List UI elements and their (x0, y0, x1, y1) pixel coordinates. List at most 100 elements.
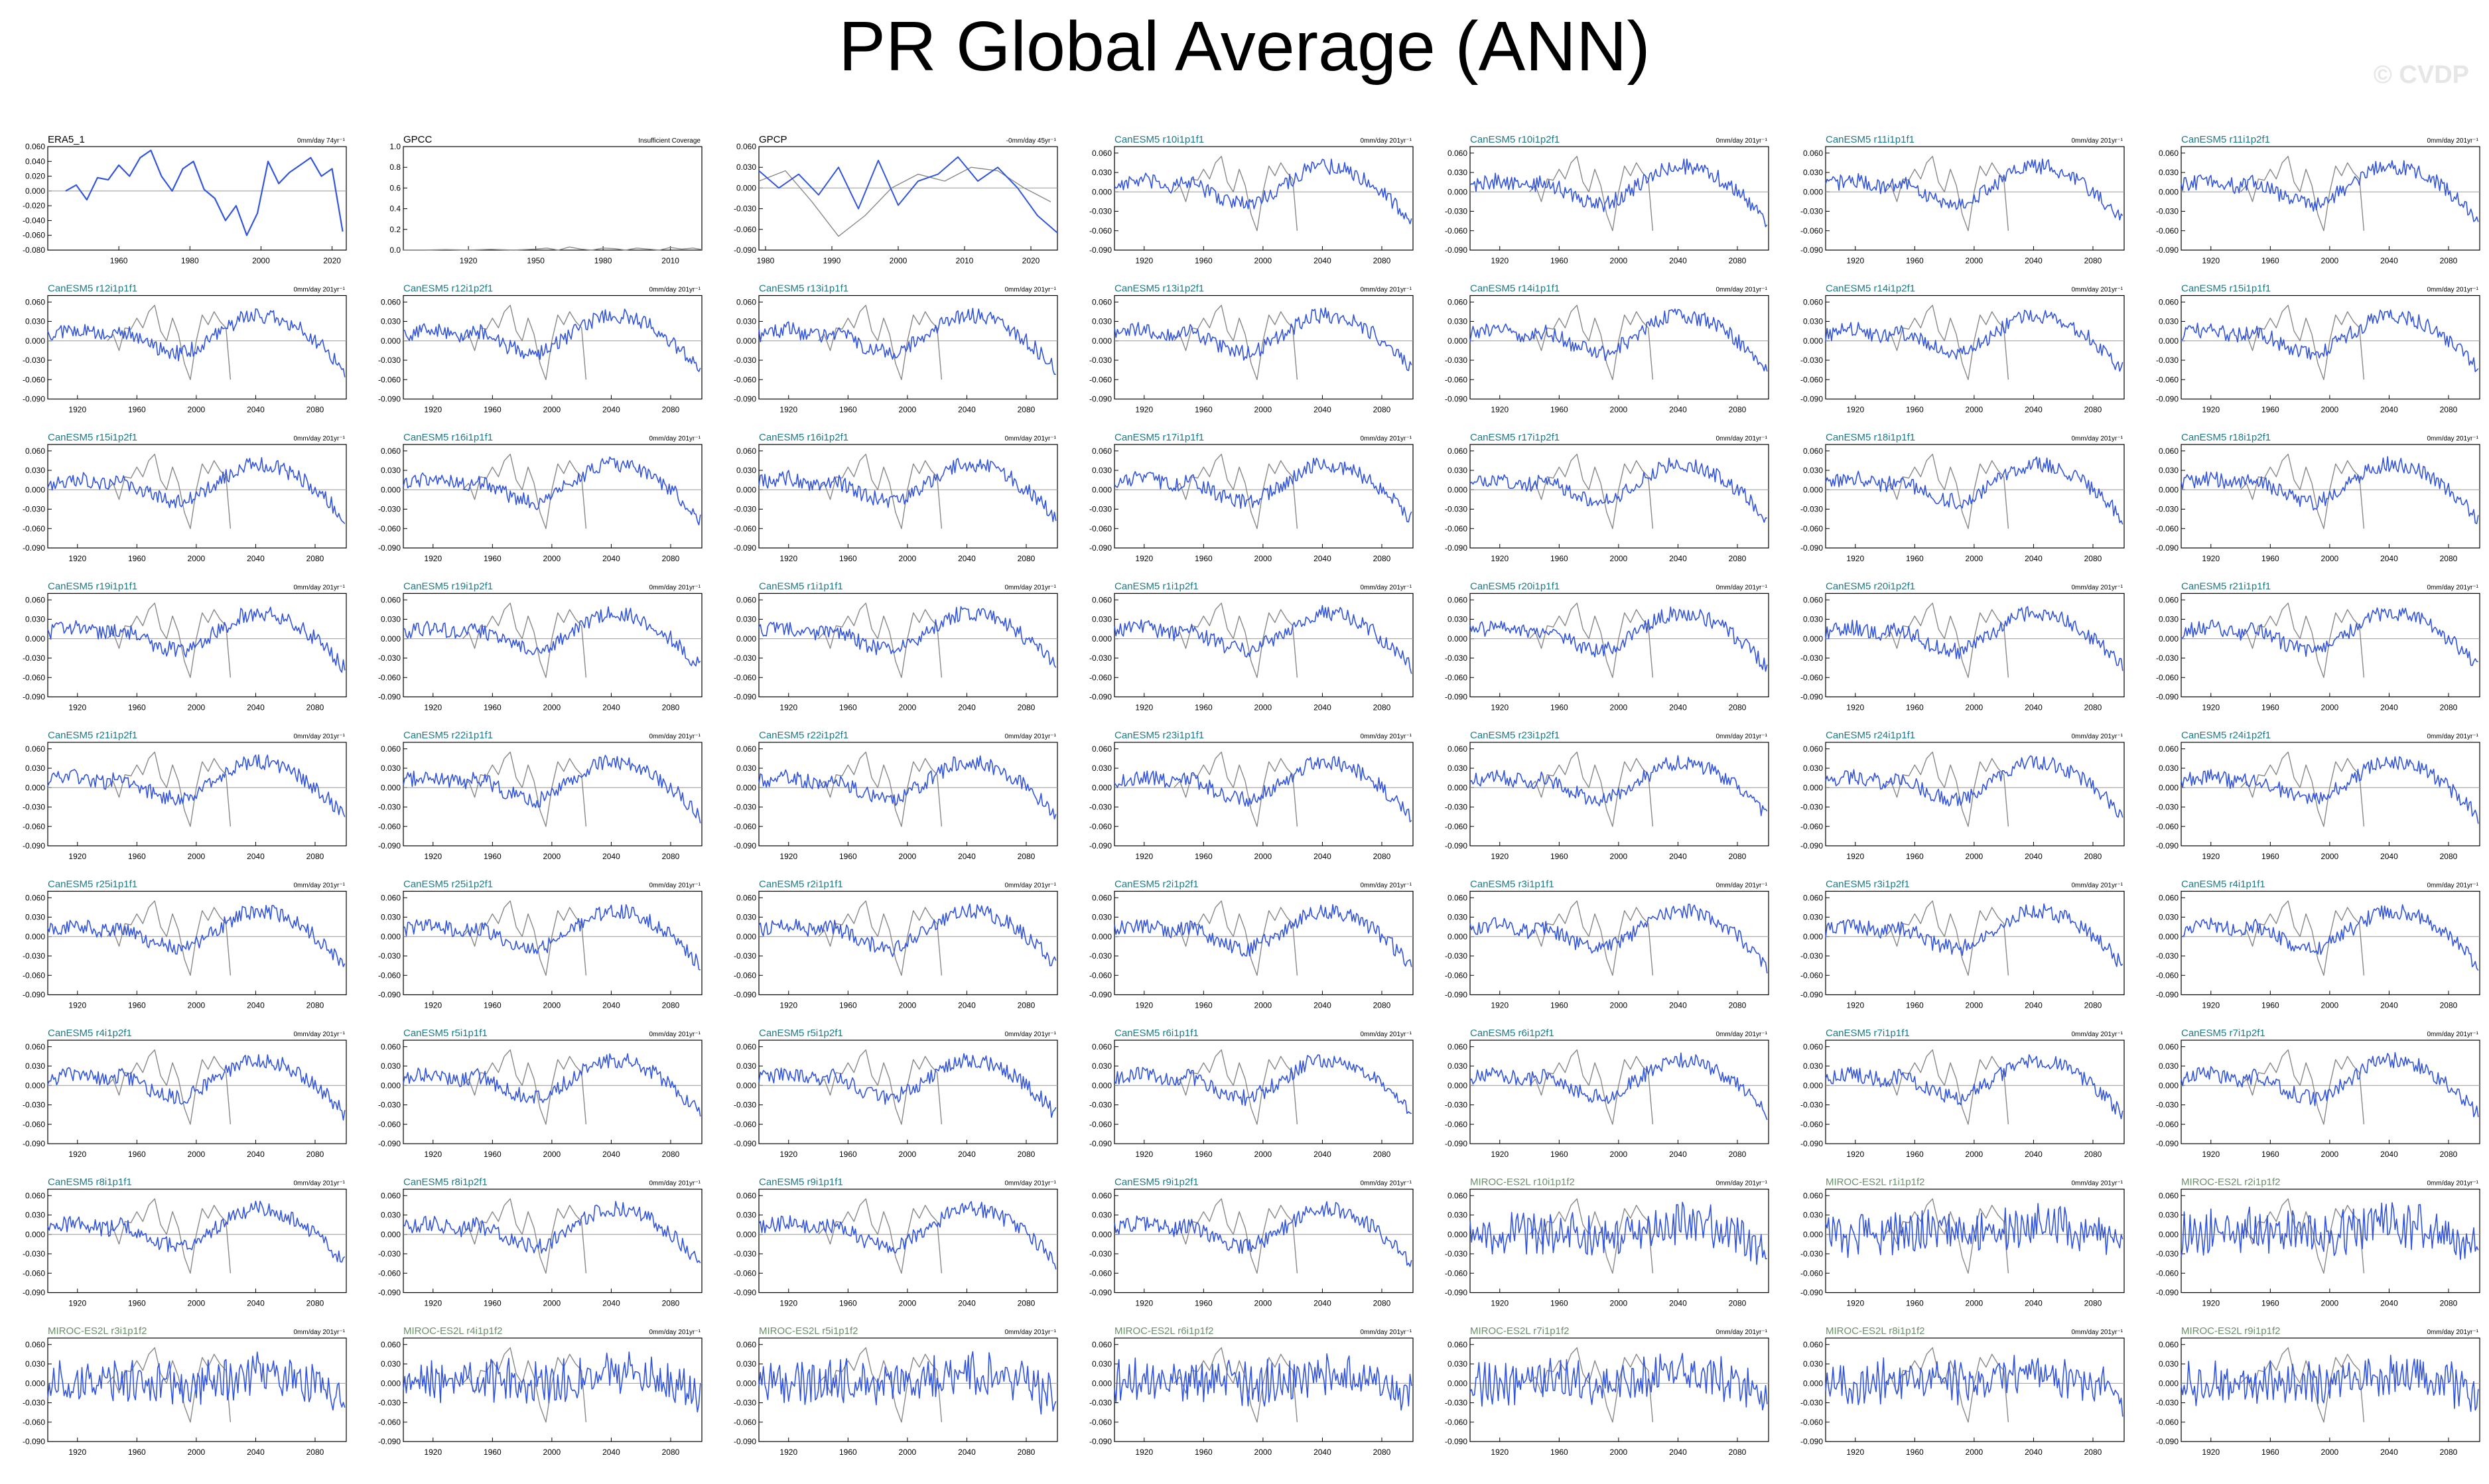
panel-title: GPCC (403, 134, 433, 145)
y-tick-label: -0.060 (23, 231, 45, 240)
y-tick-label: 0.060 (1092, 1340, 1112, 1349)
x-tick-label: 1920 (424, 554, 442, 563)
watermark: © CVDP (2373, 61, 2469, 89)
y-tick-label: -0.060 (23, 971, 45, 980)
panel: CanESM5 r23i1p2f1 0mm/day 201yr⁻¹ -0.090 -0… (1445, 730, 1769, 861)
y-tick-label: -0.090 (378, 1288, 401, 1298)
y-tick-label: -0.030 (378, 1398, 401, 1408)
x-tick-label: 2040 (958, 1299, 976, 1308)
x-tick-label: 2040 (2025, 1299, 2043, 1308)
series-line (1825, 159, 2123, 221)
y-tick-label: 0.030 (2159, 913, 2179, 922)
x-tick-label: 1920 (68, 852, 86, 861)
x-tick-label: 2000 (543, 405, 561, 415)
y-tick-label: 0.030 (2159, 764, 2179, 773)
panel: CanESM5 r5i1p1f1 0mm/day 201yr⁻¹ -0.090 -0.… (378, 1028, 703, 1159)
y-tick-label: 0.030 (2159, 1211, 2179, 1220)
y-tick-label: -0.090 (1800, 395, 1823, 404)
y-tick-label: 0.030 (1092, 1061, 1112, 1071)
x-tick-label: 2000 (1610, 1299, 1628, 1308)
y-tick-label: -0.060 (1800, 375, 1823, 384)
series-line (1469, 1201, 1767, 1265)
y-tick-label: -0.090 (2156, 245, 2179, 255)
panel-trend: 0mm/day 201yr⁻¹ (293, 1329, 345, 1336)
x-tick-label: 2040 (2025, 554, 2043, 563)
x-tick-label: 1920 (1846, 1299, 1864, 1308)
panel: CanESM5 r5i1p2f1 0mm/day 201yr⁻¹ -0.090 -0.… (734, 1028, 1058, 1159)
panel-title: CanESM5 r20i1p2f1 (1826, 581, 1915, 592)
y-tick-label: 0.030 (2159, 466, 2179, 475)
series-line (1114, 307, 1412, 371)
x-tick-label: 1920 (68, 554, 86, 563)
y-tick-label: -0.030 (734, 1101, 756, 1110)
panel-title: CanESM5 r6i1p2f1 (1470, 1028, 1554, 1039)
panel-trend: 0mm/day 201yr⁻¹ (2427, 584, 2478, 592)
y-tick-label: 0.000 (381, 485, 401, 494)
x-tick-label: 1960 (2261, 1299, 2279, 1308)
y-tick-label: 0.000 (736, 336, 756, 346)
obs-line (1174, 602, 1298, 678)
y-tick-label: -0.090 (1089, 990, 1112, 1000)
y-tick-label: 0.030 (25, 1211, 45, 1220)
x-tick-label: 1960 (1195, 703, 1213, 712)
y-tick-label: -0.090 (1800, 990, 1823, 1000)
obs-line (818, 602, 943, 678)
x-tick-label: 1960 (1550, 405, 1568, 415)
series-line (1114, 159, 1412, 225)
x-tick-label: 2080 (1018, 1001, 1036, 1010)
x-tick-label: 2040 (247, 1150, 265, 1159)
panel: CanESM5 r14i1p2f1 0mm/day 201yr⁻¹ -0.090 -0… (1800, 283, 2125, 415)
y-tick-label: 0.030 (1447, 1061, 1467, 1071)
x-tick-label: 1960 (839, 554, 857, 563)
y-tick-label: 0.000 (1803, 634, 1823, 643)
x-tick-label: 1960 (1195, 852, 1213, 861)
x-tick-label: 2080 (1729, 852, 1747, 861)
y-tick-label: 0.060 (1447, 297, 1467, 306)
y-tick-label: -0.030 (1445, 505, 1467, 514)
x-tick-label: 1960 (2261, 1001, 2279, 1010)
panel: CanESM5 r9i1p1f1 0mm/day 201yr⁻¹ -0.090 -0.… (734, 1177, 1058, 1308)
y-tick-label: -0.090 (2156, 990, 2179, 1000)
plot-frame (2181, 742, 2480, 846)
obs-line (2240, 751, 2365, 827)
y-tick-label: -0.090 (378, 693, 401, 702)
x-tick-label: 2000 (1254, 1001, 1272, 1010)
panel: CanESM5 r8i1p2f1 0mm/day 201yr⁻¹ -0.090 -0.… (378, 1177, 703, 1308)
y-tick-label: -0.090 (1445, 245, 1467, 255)
x-tick-label: 2040 (1313, 1001, 1331, 1010)
panel-title: CanESM5 r9i1p1f1 (759, 1177, 843, 1188)
x-tick-label: 2000 (188, 1299, 206, 1308)
obs-line (462, 1198, 587, 1274)
y-tick-label: 0.060 (381, 1042, 401, 1051)
panel: MIROC-ES2L r2i1p1f2 0mm/day 201yr⁻¹ -0.090… (2156, 1177, 2480, 1308)
y-tick-label: -0.030 (378, 803, 401, 812)
panel-trend: 0mm/day 201yr⁻¹ (2071, 1180, 2123, 1187)
y-tick-label: 0.060 (736, 595, 756, 604)
y-tick-label: 0.030 (1092, 764, 1112, 773)
x-tick-label: 1920 (424, 405, 442, 415)
series-line (758, 903, 1057, 967)
y-tick-label: 0.000 (2159, 1379, 2179, 1388)
y-tick-label: -0.030 (23, 1101, 45, 1110)
obs-line (2240, 900, 2365, 977)
y-tick-label: 0.000 (25, 932, 45, 941)
obs-line (1529, 453, 1654, 529)
y-tick-label: -0.090 (1089, 1139, 1112, 1148)
y-tick-label: 0.000 (25, 1081, 45, 1090)
panel-trend: 0mm/day 201yr⁻¹ (649, 287, 701, 294)
panel: CanESM5 r19i1p1f1 0mm/day 201yr⁻¹ -0.090 -0… (23, 581, 347, 712)
plot-frame (47, 1337, 347, 1442)
panel-trend: 0mm/day 201yr⁻¹ (2427, 287, 2478, 294)
plot-frame (758, 1337, 1058, 1442)
series-line (1469, 1353, 1768, 1411)
y-tick-label: -0.030 (23, 505, 45, 514)
y-tick-label: -0.060 (378, 1268, 401, 1278)
x-tick-label: 2080 (306, 1150, 324, 1159)
y-tick-label: 0.060 (1803, 446, 1823, 456)
x-tick-label: 1960 (128, 852, 146, 861)
series-line (403, 754, 701, 824)
x-tick-label: 1920 (1846, 1448, 1864, 1457)
panel-trend: Insufficient Coverage (638, 137, 701, 145)
y-tick-label: 0.030 (381, 1359, 401, 1369)
x-tick-label: 1960 (128, 1150, 146, 1159)
